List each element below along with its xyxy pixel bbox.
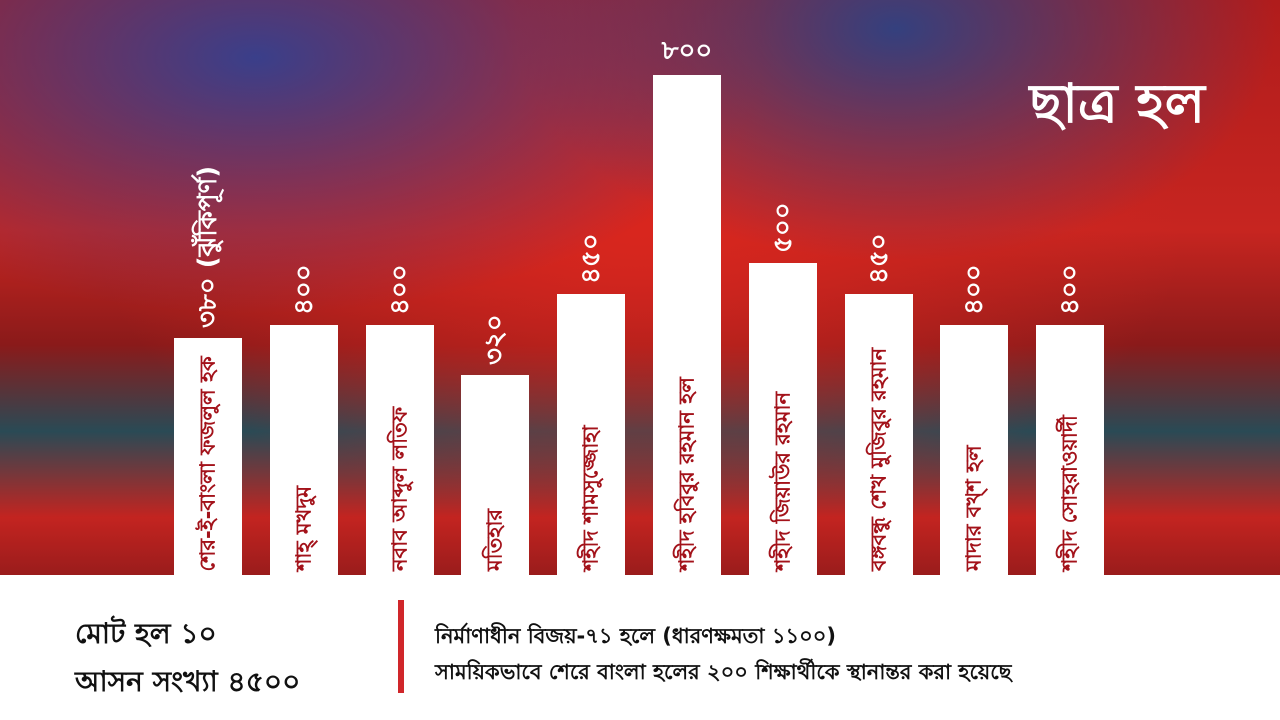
value-label: ৪০০ bbox=[288, 264, 319, 315]
value-label: ৪৫০ bbox=[576, 233, 607, 284]
value-label: ৪০০ bbox=[959, 264, 990, 315]
value-label: ৫০০ bbox=[767, 201, 798, 253]
note-line: নির্মাণাধীন বিজয়-৭১ হলে (ধারণক্ষমতা ১১০… bbox=[435, 624, 836, 648]
bar-label: মতিহার bbox=[482, 508, 507, 571]
note-line: সাময়িকভাবে শেরে বাংলা হলের ২০০ শিক্ষার্… bbox=[435, 660, 1012, 684]
divider bbox=[398, 600, 404, 693]
bar-label: বঙ্গবন্ধু শেখ মুজিবুর রহমান bbox=[866, 347, 891, 571]
bar-label: নবাব আব্দুল লতিফ bbox=[387, 406, 412, 571]
value-label: ৮০০ bbox=[661, 36, 713, 66]
bar: মাদার বখ্শ হল bbox=[940, 325, 1009, 575]
bar-label: মাদার বখ্শ হল bbox=[961, 445, 986, 571]
bar-label: শের-ই-বাংলা ফজলুল হক bbox=[195, 355, 220, 571]
bar-label: শহীদ শামসুজ্জোহা bbox=[578, 425, 603, 571]
total-seats: আসন সংখ্যা ৪৫০০ bbox=[75, 665, 301, 698]
bar: শের-ই-বাংলা ফজলুল হক bbox=[174, 337, 242, 575]
value-label: ৩৮০ (ঝুঁকিপূর্ণ) bbox=[193, 165, 223, 328]
bar: শহীদ শামসুজ্জোহা bbox=[557, 293, 626, 575]
bar-label: শাহ্ মখদুম bbox=[291, 485, 316, 571]
bar-label: শহীদ জিয়াউর রহমান bbox=[770, 391, 795, 571]
bar-label: শহীদ সোহরাওয়ার্দী bbox=[1057, 415, 1082, 571]
bar-label: শহীদ হবিবুর রহমান হল bbox=[674, 377, 699, 571]
bar: শহীদ সোহরাওয়ার্দী bbox=[1036, 325, 1105, 575]
bar: শহীদ হবিবুর রহমান হল bbox=[653, 75, 721, 575]
bar: বঙ্গবন্ধু শেখ মুজিবুর রহমান bbox=[844, 293, 913, 575]
total-halls: মোট হল ১০ bbox=[75, 617, 217, 650]
value-label: ৪০০ bbox=[384, 264, 415, 315]
value-label: ৩২০ bbox=[480, 314, 511, 365]
bar: শাহ্ মখদুম bbox=[269, 325, 338, 575]
value-label: ৪৫০ bbox=[863, 233, 894, 284]
bar: মতিহার bbox=[461, 375, 530, 575]
bar: শহীদ জিয়াউর রহমান bbox=[748, 262, 817, 575]
bar: নবাব আব্দুল লতিফ bbox=[365, 325, 434, 575]
chart-title: ছাত্র হল bbox=[1029, 72, 1205, 135]
